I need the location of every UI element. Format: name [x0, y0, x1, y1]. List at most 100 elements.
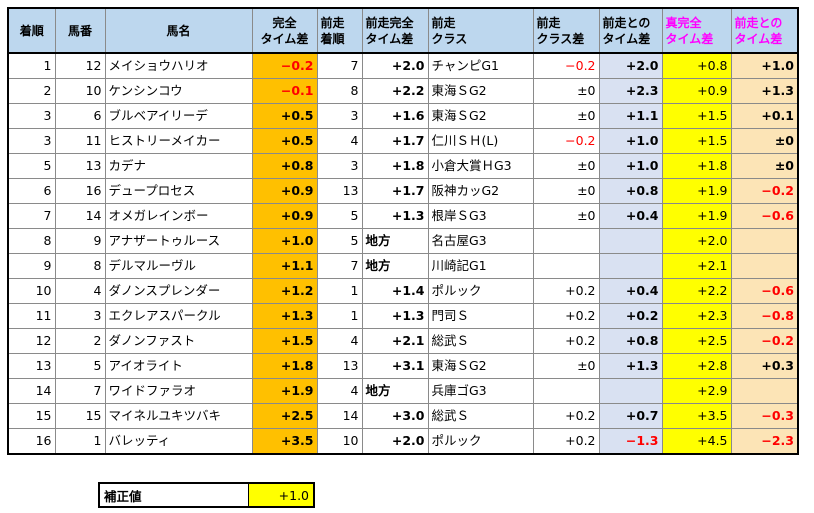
race-time-table: 着順 馬番 馬名 完全 タイム差 前走 着順 前走完全 タイム差 前走 クラス … — [7, 7, 799, 455]
cell-true-full: +1.9 — [661, 203, 732, 229]
cell-full-time: −0.2 — [251, 52, 318, 79]
cell-prev-class: 川崎記G1 — [427, 253, 534, 279]
cell-rank: 8 — [7, 228, 56, 254]
cell-prev-rank: 5 — [316, 228, 363, 254]
cell-true-full: +2.1 — [661, 253, 732, 279]
cell-prev-class: ポルック — [427, 428, 534, 455]
cell-diff-from-prev: −0.8 — [730, 303, 799, 329]
header-prev-full-time: 前走完全 タイム差 — [361, 7, 429, 54]
cell-class-diff: +0.2 — [532, 428, 600, 455]
cell-class-diff: −0.2 — [532, 128, 600, 154]
cell-true-full: +1.8 — [661, 153, 732, 179]
cell-prev-class: 阪神カッG2 — [427, 178, 534, 204]
cell-name: オメガレインボー — [104, 203, 253, 229]
cell-class-diff: +0.2 — [532, 328, 600, 354]
cell-full-time: +1.3 — [251, 303, 318, 329]
cell-prev-class: 総武Ｓ — [427, 328, 534, 354]
cell-prev-time: +1.3 — [598, 353, 663, 379]
cell-prev-class: 東海ＳG2 — [427, 103, 534, 129]
cell-number: 8 — [54, 253, 106, 279]
cell-diff-from-prev — [730, 228, 799, 254]
cell-number: 4 — [54, 278, 106, 304]
cell-prev-rank: 1 — [316, 278, 363, 304]
table-row: 1 12 メイショウハリオ −0.2 7 +2.0 チャンピG1 −0.2 +2.0 +0.8 +1… — [7, 52, 799, 79]
cell-rank: 7 — [7, 203, 56, 229]
cell-prev-time: +2.3 — [598, 78, 663, 104]
cell-number: 11 — [54, 128, 106, 154]
cell-prev-class: 仁川ＳＨ(L) — [427, 128, 534, 154]
cell-prev-time: +0.8 — [598, 178, 663, 204]
cell-full-time: +0.5 — [251, 128, 318, 154]
cell-prev-class: 門司Ｓ — [427, 303, 534, 329]
cell-prev-time: +1.0 — [598, 128, 663, 154]
cell-number: 3 — [54, 303, 106, 329]
cell-full-time: +0.9 — [251, 203, 318, 229]
cell-prev-class: ポルック — [427, 278, 534, 304]
cell-rank: 2 — [7, 78, 56, 104]
cell-name: マイネルユキツバキ — [104, 403, 253, 429]
cell-rank: 1 — [7, 52, 56, 79]
cell-name: デルマルーヴル — [104, 253, 253, 279]
cell-full-time: +1.8 — [251, 353, 318, 379]
cell-diff-from-prev: +0.3 — [730, 353, 799, 379]
cell-prev-time: +0.4 — [598, 278, 663, 304]
cell-class-diff: ±0 — [532, 203, 600, 229]
table-row: 13 5 アイオライト +1.8 13 +3.1 東海ＳG2 ±0 +1.3 +2.8 +0.3 — [7, 353, 799, 379]
cell-class-diff: +0.2 — [532, 403, 600, 429]
table-row: 3 11 ヒストリーメイカー +0.5 4 +1.7 仁川ＳＨ(L) −0.2 +1.0 +1.5… — [7, 128, 799, 154]
cell-true-full: +4.5 — [661, 428, 732, 455]
cell-prev-time: −1.3 — [598, 428, 663, 455]
cell-prev-class: 小倉大賞ＨG3 — [427, 153, 534, 179]
cell-rank: 11 — [7, 303, 56, 329]
cell-diff-from-prev: +1.0 — [730, 52, 799, 79]
cell-true-full: +2.3 — [661, 303, 732, 329]
header-class-diff: 前走 クラス差 — [532, 7, 600, 54]
cell-prev-rank: 3 — [316, 103, 363, 129]
cell-true-full: +2.0 — [661, 228, 732, 254]
cell-rank: 12 — [7, 328, 56, 354]
cell-number: 9 — [54, 228, 106, 254]
cell-diff-from-prev: ±0 — [730, 128, 799, 154]
cell-prev-class: 東海ＳG2 — [427, 353, 534, 379]
cell-rank: 16 — [7, 428, 56, 455]
cell-full-time: +3.5 — [251, 428, 318, 455]
cell-prev-time: +0.7 — [598, 403, 663, 429]
cell-number: 6 — [54, 103, 106, 129]
cell-rank: 14 — [7, 378, 56, 404]
cell-prev-time: +0.2 — [598, 303, 663, 329]
cell-prev-rank: 4 — [316, 328, 363, 354]
cell-true-full: +2.2 — [661, 278, 732, 304]
cell-diff-from-prev: +1.3 — [730, 78, 799, 104]
cell-prev-time: +1.1 — [598, 103, 663, 129]
cell-class-diff: +0.2 — [532, 303, 600, 329]
table-row: 12 2 ダノンファスト +1.5 4 +2.1 総武Ｓ +0.2 +0.8 +2.5 −0.2 — [7, 328, 799, 354]
cell-prev-class: 総武Ｓ — [427, 403, 534, 429]
cell-prev-rank: 3 — [316, 153, 363, 179]
cell-name: アナザートゥルース — [104, 228, 253, 254]
cell-class-diff — [532, 378, 600, 404]
cell-class-diff: ±0 — [532, 103, 600, 129]
cell-number: 16 — [54, 178, 106, 204]
cell-prev-rank: 4 — [316, 378, 363, 404]
cell-number: 2 — [54, 328, 106, 354]
cell-true-full: +0.9 — [661, 78, 732, 104]
cell-full-time: +1.9 — [251, 378, 318, 404]
header-prev-rank: 前走 着順 — [316, 7, 363, 54]
cell-prev-rank: 1 — [316, 303, 363, 329]
header-number: 馬番 — [54, 7, 106, 54]
cell-class-diff — [532, 253, 600, 279]
cell-full-time: +1.0 — [251, 228, 318, 254]
cell-prev-rank: 4 — [316, 128, 363, 154]
table-row: 14 7 ワイドファラオ +1.9 4 地方 兵庫ゴG3 +2.9 — [7, 378, 799, 404]
cell-rank: 3 — [7, 103, 56, 129]
cell-name: アイオライト — [104, 353, 253, 379]
cell-true-full: +1.9 — [661, 178, 732, 204]
cell-prev-full-time: 地方 — [361, 253, 429, 279]
cell-prev-time: +2.0 — [598, 52, 663, 79]
cell-number: 5 — [54, 353, 106, 379]
cell-name: ブルベアイリーデ — [104, 103, 253, 129]
cell-prev-full-time: +2.1 — [361, 328, 429, 354]
cell-diff-from-prev — [730, 378, 799, 404]
cell-full-time: +0.5 — [251, 103, 318, 129]
cell-true-full: +1.5 — [661, 103, 732, 129]
